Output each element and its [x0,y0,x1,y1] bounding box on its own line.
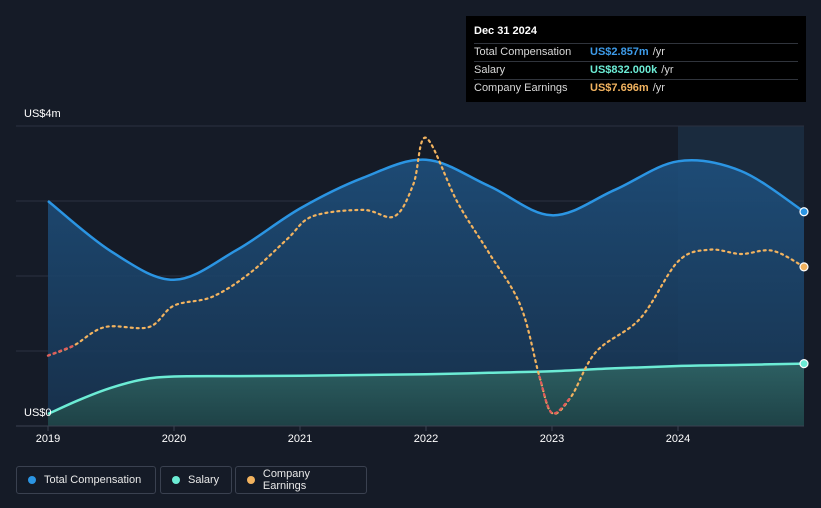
tooltip-date: Dec 31 2024 [474,25,537,37]
y-axis-label-zero: US$0 [24,407,52,419]
tooltip-panel: Dec 31 2024 Total Compensation US$2.857m… [466,16,806,102]
tooltip-row-total-compensation: Total Compensation US$2.857m /yr [474,43,798,61]
x-tick-label: 2022 [414,433,438,445]
total-compensation-area [48,159,804,426]
tooltip-unit: /yr [661,64,674,76]
tooltip-label: Company Earnings [474,82,568,94]
total-compensation-line [47,158,805,282]
earnings-negative-segment [46,344,75,357]
company-earnings-line [46,136,806,415]
legend-total-compensation[interactable]: Total Compensation [16,466,156,494]
tooltip-value: US$7.696m [590,82,649,94]
x-tick-label: 2019 [36,433,60,445]
x-tick-label: 2023 [540,433,564,445]
salary-area [48,363,804,426]
legend-dot-icon [28,476,36,484]
legend-label: Salary [188,474,220,486]
end-markers [799,207,809,369]
x-tick-label: 2024 [666,433,690,445]
x-tick-label: 2020 [162,433,186,445]
y-axis-label-max: US$4m [24,108,61,120]
x-axis: 2019 2020 2021 2022 2023 2024 [16,425,804,445]
legend-dot-icon [247,476,255,484]
chart-plot: 2019 2020 2021 2022 2023 2024 [16,125,809,445]
tooltip-value: US$832.000k [590,64,658,76]
legend-label: Company Earnings [262,468,310,492]
tooltip-label: Total Compensation [474,46,572,58]
tooltip-value: US$2.857m [590,46,649,58]
tooltip-unit: /yr [652,46,665,58]
total-end-marker [799,207,809,217]
legend-company-earnings[interactable]: Company Earnings [235,466,367,494]
earnings-negative-segment [538,375,572,415]
tooltip-row-company-earnings: Company Earnings US$7.696m /yr [474,79,798,97]
earnings-line [46,136,806,415]
earnings-end-marker [799,262,809,272]
tooltip-row-salary: Salary US$832.000k /yr [474,61,798,79]
x-tick-label: 2021 [288,433,312,445]
salary-line [47,362,805,416]
legend-label: Total Compensation [44,474,142,486]
tooltip-unit: /yr [652,82,665,94]
legend-salary[interactable]: Salary [160,466,232,494]
salary-end-marker [799,359,809,369]
legend-dot-icon [172,476,180,484]
tooltip-label: Salary [474,64,506,76]
